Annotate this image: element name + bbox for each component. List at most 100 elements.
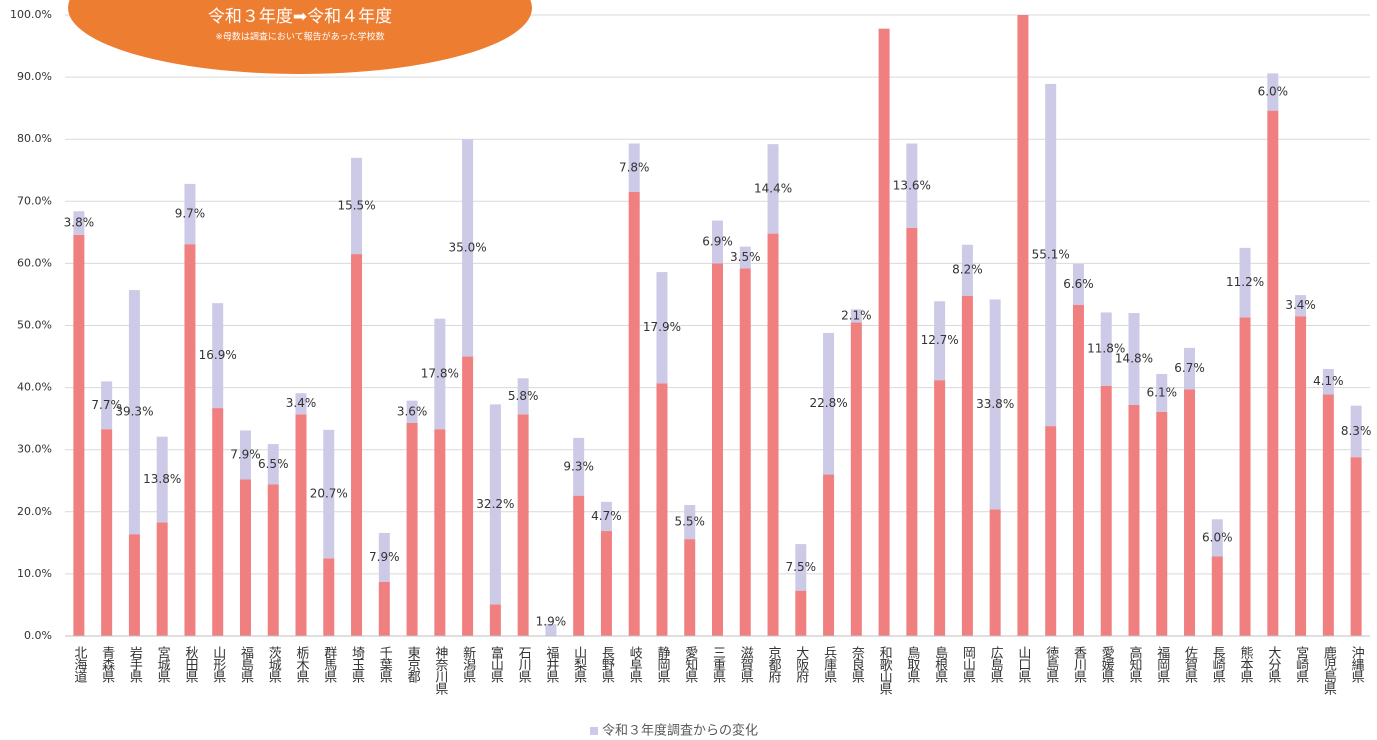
bar-segment <box>656 272 668 384</box>
x-tick-label: 石川県 <box>516 646 532 683</box>
bar-segment <box>1322 394 1334 636</box>
bar-segment <box>1045 426 1057 636</box>
badge-title: 令和３年度➡令和４年度 <box>208 7 392 27</box>
data-label: 13.8% <box>143 472 181 486</box>
y-tick-label: 80.0% <box>17 132 52 145</box>
bar-segment <box>156 436 168 523</box>
bar-segment <box>1211 556 1223 636</box>
bar-segment <box>73 234 85 637</box>
y-tick-label: 90.0% <box>17 70 52 83</box>
data-label: 32.2% <box>476 497 514 511</box>
y-tick-label: 60.0% <box>17 256 52 269</box>
data-label: 6.0% <box>1258 85 1289 99</box>
data-label: 3.8% <box>64 216 95 230</box>
data-label: 3.4% <box>286 396 317 410</box>
x-tick-label: 長野県 <box>599 646 615 683</box>
data-label: 6.0% <box>1202 530 1233 544</box>
data-label: 55.1% <box>1032 248 1070 262</box>
x-tick-label: 福岡県 <box>1154 646 1170 683</box>
x-tick-label: 宮崎県 <box>1293 645 1309 683</box>
bar-segment <box>378 532 390 582</box>
bar-segment <box>434 318 446 430</box>
bar-segment <box>795 544 807 591</box>
bar-segment <box>184 183 196 245</box>
bar-segment <box>1350 457 1362 636</box>
x-tick-label: 青森県 <box>99 646 115 683</box>
x-tick-label: 神奈川県 <box>432 646 448 695</box>
x-tick-label: 長崎県 <box>1210 646 1226 683</box>
x-tick-label: 埼玉県 <box>349 646 365 683</box>
bar-segment <box>1267 73 1279 111</box>
bar-segment <box>1072 305 1084 636</box>
data-label: 8.3% <box>1341 424 1372 438</box>
bar-segment <box>406 422 418 636</box>
x-tick-label: 佐賀県 <box>1182 646 1198 683</box>
bar-segment <box>600 531 612 636</box>
x-tick-label: 山口県 <box>1015 646 1031 683</box>
x-tick-label: 富山県 <box>488 645 504 683</box>
data-label: 16.9% <box>199 348 237 362</box>
x-tick-label: 京都府 <box>766 646 782 684</box>
x-tick-label: 静岡県 <box>654 646 670 683</box>
x-tick-label: 東京都 <box>405 645 421 683</box>
data-label: 3.4% <box>1285 298 1316 312</box>
data-label: 3.6% <box>397 404 428 418</box>
data-label: 7.7% <box>91 398 122 412</box>
bar-segment <box>906 228 918 637</box>
data-label: 11.8% <box>1087 342 1125 356</box>
bar-segment <box>1322 368 1334 395</box>
x-tick-label: 山形県 <box>210 646 226 683</box>
bar-segment <box>351 157 363 255</box>
bar-segment <box>1295 316 1307 636</box>
bar-segment <box>823 474 835 636</box>
bar-segment <box>462 356 474 636</box>
bar-segment <box>628 143 640 192</box>
bar-segment <box>184 244 196 637</box>
x-tick-label: 熊本県 <box>1238 645 1254 683</box>
data-label: 6.7% <box>1174 361 1205 375</box>
bar-segment <box>1100 312 1112 386</box>
bar-segment <box>1350 405 1362 458</box>
data-label: 7.8% <box>619 160 650 174</box>
bar-segment <box>545 624 557 636</box>
bar-segment <box>378 581 390 636</box>
bar-segment <box>1211 519 1223 557</box>
data-label: 17.8% <box>421 366 459 380</box>
x-tick-label: 香川県 <box>1071 646 1087 683</box>
data-label: 20.7% <box>310 487 348 501</box>
x-tick-label: 滋賀県 <box>738 646 754 683</box>
bar-segment <box>295 414 307 636</box>
data-label: 7.9% <box>230 447 261 461</box>
bar-segment <box>1128 404 1140 636</box>
x-tick-label: 秋田県 <box>182 646 198 683</box>
bar-segment <box>878 28 890 637</box>
data-label: 6.6% <box>1063 277 1094 291</box>
x-tick-label: 奈良県 <box>849 646 865 683</box>
data-label: 6.5% <box>258 457 289 471</box>
data-label: 4.7% <box>591 509 622 523</box>
bar-segment <box>823 332 835 475</box>
x-tick-label: 高知県 <box>1126 645 1142 683</box>
bar-segment <box>1017 15 1029 636</box>
data-label: 2.1% <box>841 308 872 322</box>
bar-segment <box>489 404 501 605</box>
x-tick-label: 岩手県 <box>127 646 143 683</box>
bar-segment <box>267 444 279 485</box>
bar-segment <box>961 244 973 296</box>
x-tick-label: 北海道 <box>71 646 87 683</box>
bar-segment <box>767 144 779 234</box>
data-label: 4.1% <box>1313 374 1344 388</box>
title-badge <box>68 0 532 74</box>
x-tick-label: 沖縄県 <box>1349 646 1365 683</box>
data-label: 12.7% <box>921 333 959 347</box>
bar-segment <box>1184 389 1196 636</box>
legend-label: 令和３年度調査からの変化 <box>602 723 758 739</box>
bar-segment <box>1267 110 1279 636</box>
bar-segment <box>128 290 140 535</box>
x-tick-label: 鹿児島県 <box>1321 645 1337 695</box>
y-tick-label: 0.0% <box>24 629 52 642</box>
bar-segment <box>323 558 335 636</box>
data-label: 7.9% <box>369 550 400 564</box>
x-tick-label: 群馬県 <box>321 646 337 683</box>
